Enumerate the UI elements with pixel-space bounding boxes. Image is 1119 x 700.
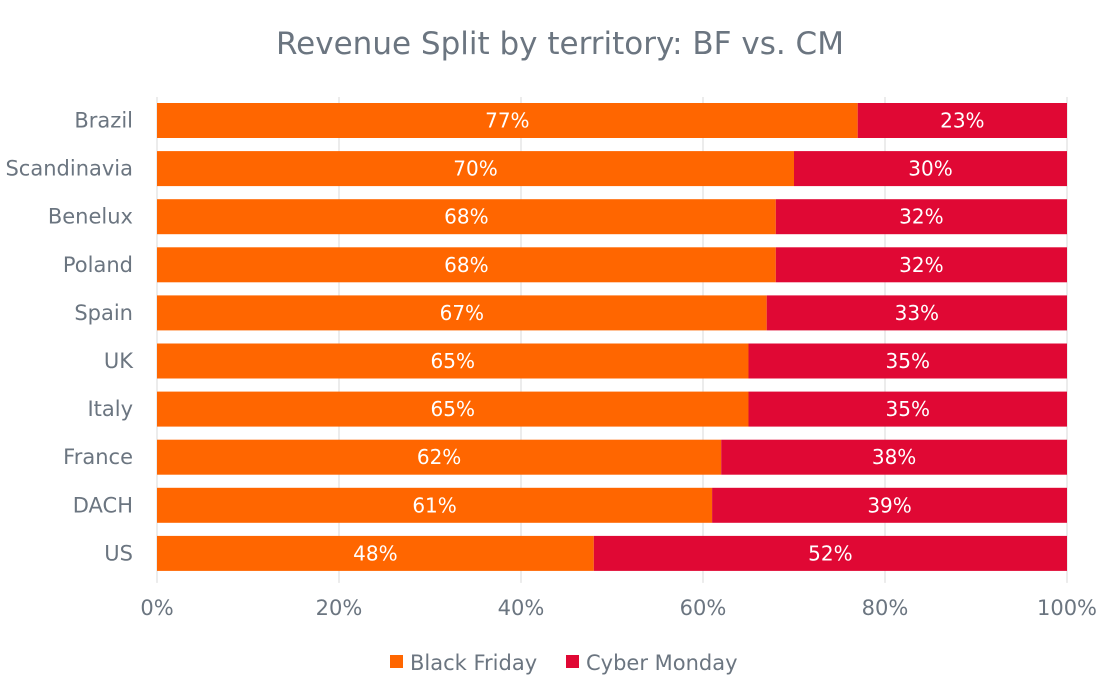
data-label: 61% bbox=[412, 493, 456, 517]
bar-cyber-monday bbox=[794, 151, 1067, 187]
bar-cyber-monday bbox=[748, 391, 1067, 427]
data-label: 65% bbox=[431, 349, 475, 373]
data-label: 68% bbox=[444, 205, 488, 229]
x-tick-label: 100% bbox=[1037, 596, 1097, 620]
data-label: 77% bbox=[485, 109, 529, 133]
data-label: 33% bbox=[895, 301, 939, 325]
bar-black-friday bbox=[157, 391, 749, 427]
x-tick-label: 80% bbox=[862, 596, 909, 620]
data-label: 70% bbox=[453, 157, 497, 181]
data-label: 38% bbox=[872, 445, 916, 469]
bar-black-friday bbox=[157, 103, 858, 138]
x-tick-label: 20% bbox=[316, 596, 363, 620]
legend-label: Cyber Monday bbox=[586, 651, 738, 675]
legend: Black Friday Cyber Monday bbox=[390, 651, 738, 675]
category-label: US bbox=[104, 541, 133, 565]
data-label: 62% bbox=[417, 445, 461, 469]
data-label: 67% bbox=[440, 301, 484, 325]
category-label: Italy bbox=[87, 397, 133, 421]
bar-black-friday bbox=[157, 535, 594, 571]
bar-black-friday bbox=[157, 343, 749, 379]
legend-swatch bbox=[390, 655, 403, 668]
bar-black-friday bbox=[157, 487, 713, 523]
x-axis-ticks: 0% 20% 40% 60% 80% 100% bbox=[140, 596, 1097, 620]
legend-label: Black Friday bbox=[410, 651, 537, 675]
category-labels: Brazil Scandinavia Benelux Poland Spain UK Ita… bbox=[5, 109, 134, 566]
x-tick-label: 60% bbox=[680, 596, 727, 620]
data-label: 35% bbox=[886, 349, 930, 373]
data-label: 39% bbox=[867, 493, 911, 517]
category-label: DACH bbox=[73, 493, 133, 517]
bar-black-friday bbox=[157, 247, 776, 283]
data-label: 68% bbox=[444, 253, 488, 277]
bar-cyber-monday bbox=[766, 295, 1067, 331]
data-label: 52% bbox=[808, 541, 852, 565]
data-label: 32% bbox=[899, 253, 943, 277]
chart-title: Revenue Split by territory: BF vs. CM bbox=[276, 26, 844, 62]
data-label: 23% bbox=[940, 109, 984, 133]
x-tick-label: 40% bbox=[498, 596, 545, 620]
x-tick-label: 0% bbox=[140, 596, 173, 620]
bar-black-friday bbox=[157, 295, 767, 331]
bar-cyber-monday bbox=[775, 199, 1067, 235]
bars: 77% 23% 70% 30% 68% 32% 68% 32% 67% 33% 65% 35% 65% 3… bbox=[157, 103, 1067, 571]
category-label: Benelux bbox=[48, 205, 133, 229]
category-label: Scandinavia bbox=[5, 157, 133, 181]
category-label: Poland bbox=[63, 253, 133, 277]
bar-black-friday bbox=[157, 151, 794, 187]
bar-cyber-monday bbox=[775, 247, 1067, 283]
category-label: UK bbox=[104, 349, 134, 373]
legend-swatch bbox=[566, 655, 579, 668]
data-label: 65% bbox=[431, 397, 475, 421]
bar-cyber-monday bbox=[857, 103, 1067, 138]
bar-black-friday bbox=[157, 439, 722, 475]
category-label: France bbox=[63, 445, 133, 469]
bar-cyber-monday bbox=[748, 343, 1067, 379]
data-label: 35% bbox=[886, 397, 930, 421]
bar-black-friday bbox=[157, 199, 776, 235]
data-label: 48% bbox=[353, 541, 397, 565]
bar-cyber-monday bbox=[721, 439, 1067, 475]
category-label: Spain bbox=[74, 301, 133, 325]
data-label: 30% bbox=[908, 157, 952, 181]
bar-cyber-monday bbox=[712, 487, 1067, 523]
bar-cyber-monday bbox=[593, 535, 1067, 571]
category-label: Brazil bbox=[74, 109, 133, 133]
data-label: 32% bbox=[899, 205, 943, 229]
